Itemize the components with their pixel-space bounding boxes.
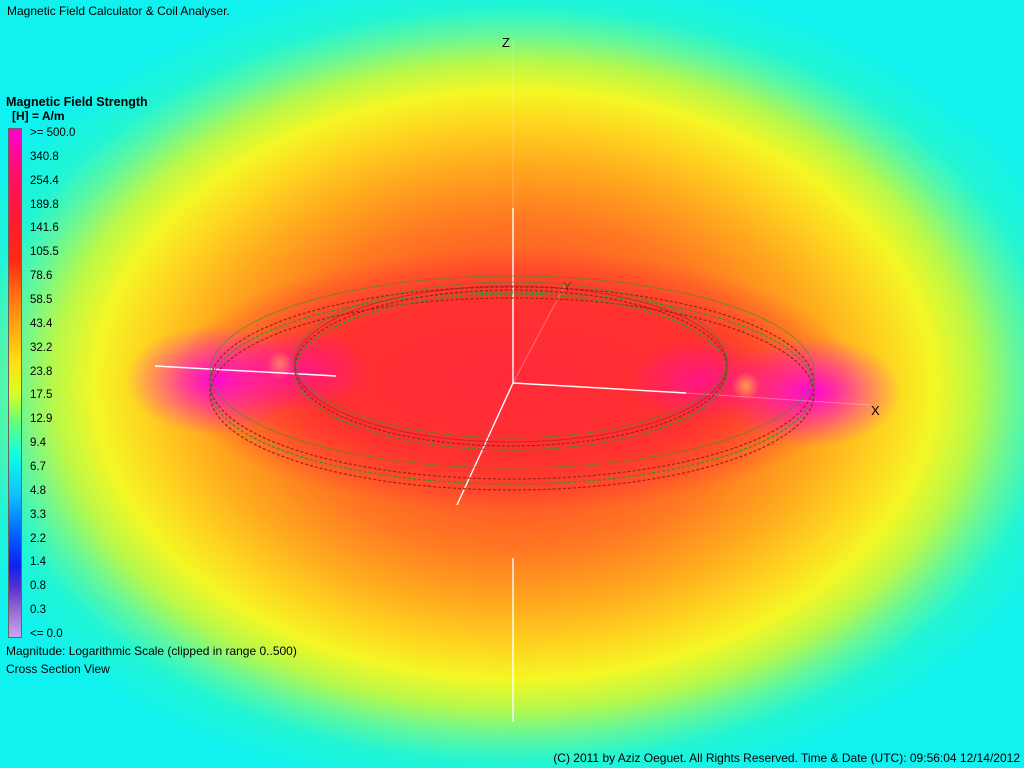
legend-tick: 6.7 xyxy=(30,461,46,473)
legend-tick: 340.8 xyxy=(30,150,59,163)
legend-tick: 105.5 xyxy=(30,246,59,259)
outer-coil-bottom-green xyxy=(209,275,815,469)
x-axis-line xyxy=(512,382,687,394)
x-axis-label: X xyxy=(871,403,880,418)
legend-tick: 58.5 xyxy=(30,294,53,306)
legend-tick: 3.3 xyxy=(30,508,46,521)
legend-tick: 2.2 xyxy=(30,532,46,545)
neg-x-axis-line xyxy=(154,365,337,377)
legend-tick: 189.8 xyxy=(30,198,59,211)
legend-tick: 43.4 xyxy=(30,317,53,330)
legend-tick: 32.2 xyxy=(30,341,53,354)
inner-coil-top-red xyxy=(294,289,728,447)
inner-coil-bottom-green xyxy=(294,281,728,439)
outer-coil-bottom-red xyxy=(209,297,815,491)
outer-coil-top-green xyxy=(209,291,815,485)
view-mode-label: Cross Section View xyxy=(6,662,110,676)
copyright-footer: (C) 2011 by Aziz Oeguet. All Rights Rese… xyxy=(553,751,1020,765)
legend-unit: [H] = A/m xyxy=(12,109,65,123)
legend-tick: 23.8 xyxy=(30,365,53,378)
inner-coil-bottom-red xyxy=(294,285,728,443)
legend-tick: >= 500.0 xyxy=(30,127,76,139)
legend-tick: 254.4 xyxy=(30,174,59,187)
legend-tick: 78.6 xyxy=(30,270,53,283)
inner-coil-top-green xyxy=(294,293,728,451)
app-title: Magnetic Field Calculator & Coil Analyse… xyxy=(7,4,230,18)
legend-tick: 12.9 xyxy=(30,413,53,426)
legend-tick: 141.6 xyxy=(30,222,59,235)
legend-tick: <= 0.0 xyxy=(30,628,63,640)
legend-tick: 0.8 xyxy=(30,580,46,593)
legend-tick: 17.5 xyxy=(30,389,53,402)
z-axis-label: Z xyxy=(502,35,510,50)
magnitude-note: Magnitude: Logarithmic Scale (clipped in… xyxy=(6,644,297,658)
y-axis-label: Y xyxy=(563,279,572,294)
legend-tick: 9.4 xyxy=(30,437,46,450)
legend-title: Magnetic Field Strength xyxy=(6,95,148,109)
legend-tick: 4.8 xyxy=(30,484,46,497)
y-axis-line xyxy=(456,382,514,506)
y-axis-line-faint xyxy=(512,284,566,384)
legend-tick: 0.3 xyxy=(30,604,46,617)
legend-tick: 1.4 xyxy=(30,556,46,569)
colorbar xyxy=(8,128,22,638)
